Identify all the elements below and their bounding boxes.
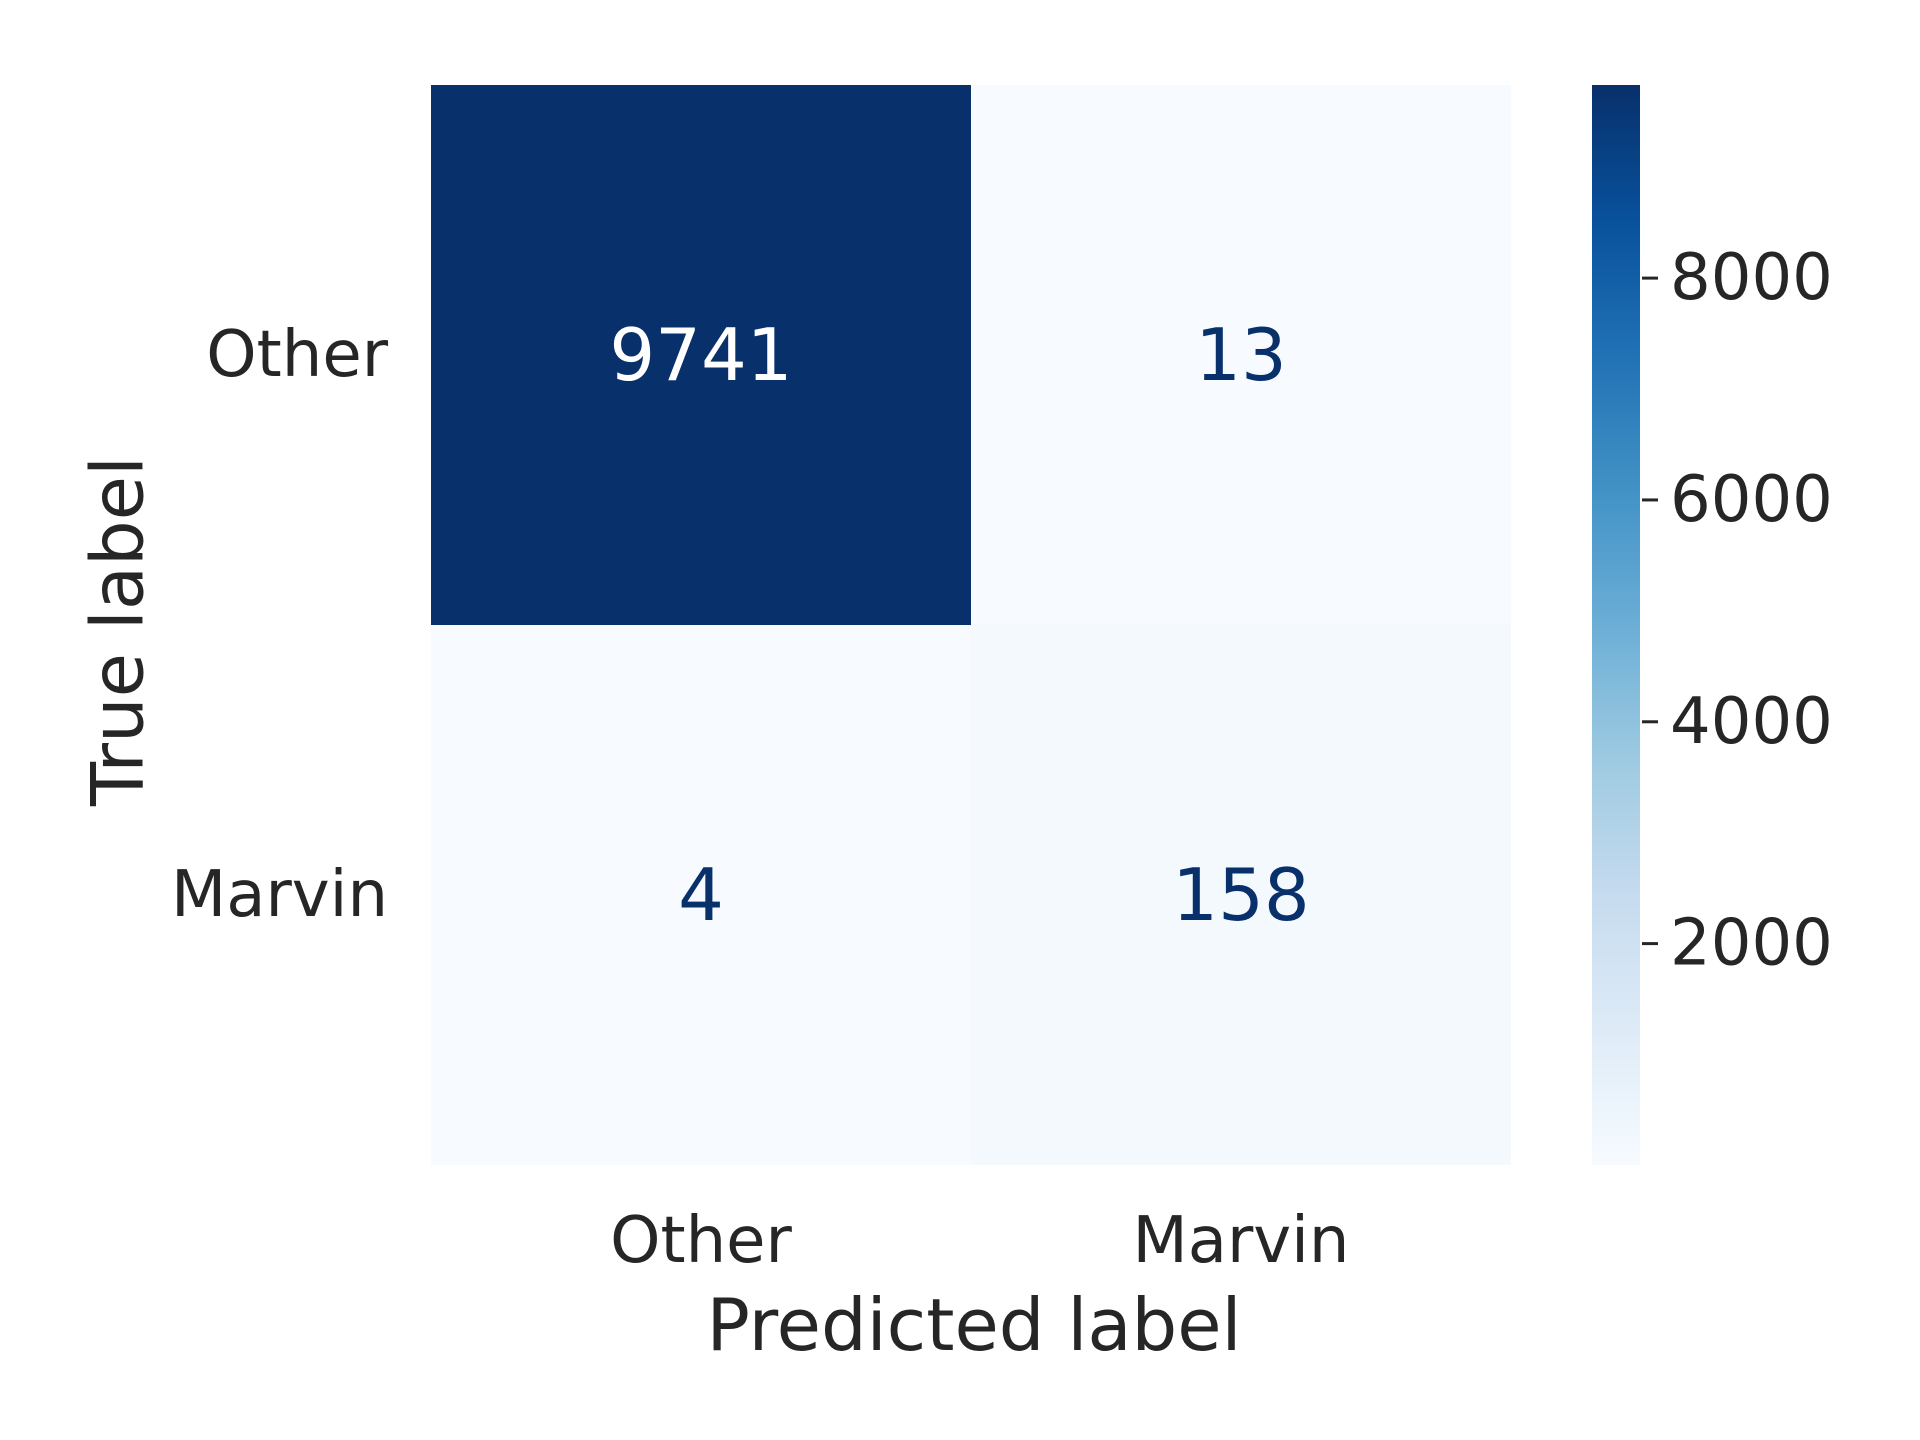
heatmap-cell xyxy=(971,625,1511,1165)
heatmap-cell-labels: 9741 13 4 158 xyxy=(609,313,1309,937)
x-axis-label: Predicted label xyxy=(706,1283,1241,1367)
heatmap-cells xyxy=(431,85,1511,1165)
colorbar-tick-label: 2000 xyxy=(1670,907,1833,981)
heatmap-cell xyxy=(971,85,1511,625)
heatmap-cell xyxy=(431,85,971,625)
heatmap-cell xyxy=(431,625,971,1165)
y-tick-labels: Other Marvin xyxy=(171,318,389,932)
y-tick-label: Marvin xyxy=(171,858,388,932)
x-tick-label: Marvin xyxy=(1133,1204,1350,1278)
colorbar-tick-label: 8000 xyxy=(1670,241,1833,315)
y-axis-label: True label xyxy=(76,456,160,807)
colorbar-tick-label: 6000 xyxy=(1670,463,1833,537)
cell-value-label: 4 xyxy=(678,853,724,937)
colorbar-tick-label: 4000 xyxy=(1670,685,1833,759)
cell-value-label: 158 xyxy=(1172,853,1309,937)
colorbar: 2000 4000 6000 8000 xyxy=(1592,85,1833,1165)
x-tick-labels: Other Marvin xyxy=(610,1204,1349,1278)
y-tick-label: Other xyxy=(206,318,388,392)
cell-value-label: 9741 xyxy=(609,313,792,397)
colorbar-gradient xyxy=(1592,85,1640,1165)
colorbar-ticks: 2000 4000 6000 8000 xyxy=(1642,241,1833,981)
cell-value-label: 13 xyxy=(1195,313,1287,397)
x-tick-label: Other xyxy=(610,1204,792,1278)
